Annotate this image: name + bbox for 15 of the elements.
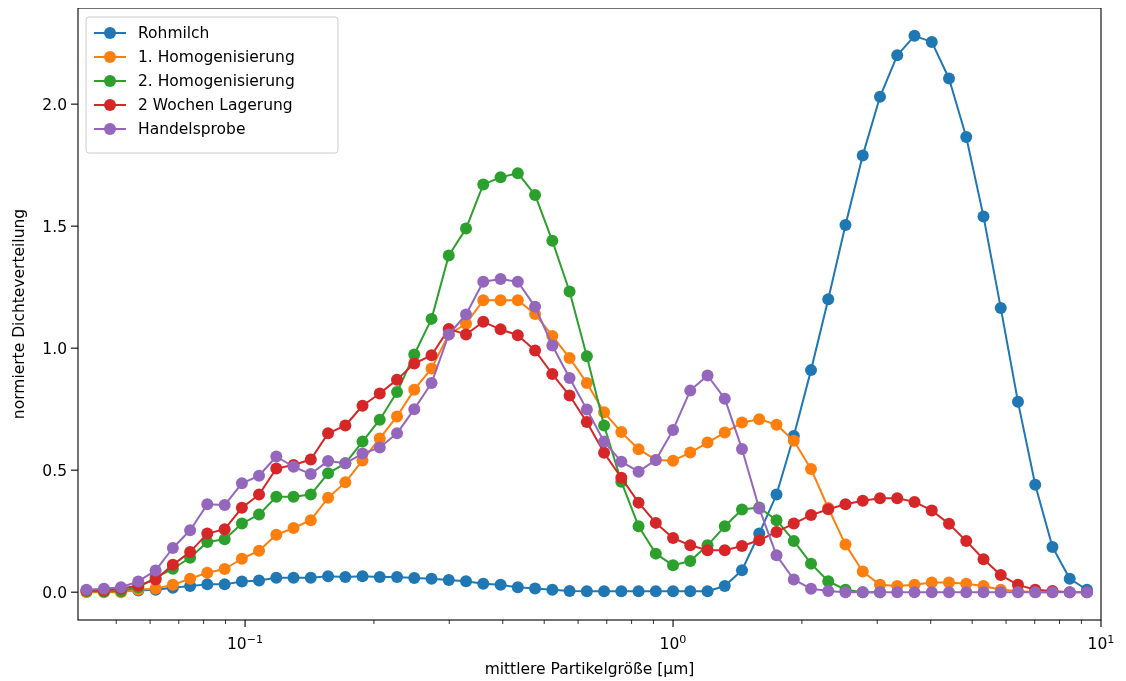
y-tick-label: 0.5 [42, 461, 67, 480]
x-tick-label: 10$^{−1}$ [226, 632, 264, 653]
legend-label: 1. Homogenisierung [138, 48, 295, 66]
legend-label: 2. Homogenisierung [138, 72, 295, 90]
y-axis-title: normierte Dichteverteilung [10, 208, 28, 420]
x-axis-title: mittlere Partikelgröße [µm] [484, 660, 695, 678]
legend-label: 2 Wochen Lagerung [138, 96, 293, 114]
y-tick-label: 1.5 [42, 217, 67, 236]
y-tick-label: 2.0 [42, 95, 67, 114]
legend-label: Handelsprobe [138, 120, 246, 138]
x-tick-label: 10$^{0}$ [659, 632, 687, 653]
legend-label: Rohmilch [138, 24, 210, 42]
x-tick-label: 10$^{1}$ [1087, 632, 1115, 653]
y-tick-label: 0.0 [42, 583, 67, 602]
y-tick-label: 1.0 [42, 339, 67, 358]
